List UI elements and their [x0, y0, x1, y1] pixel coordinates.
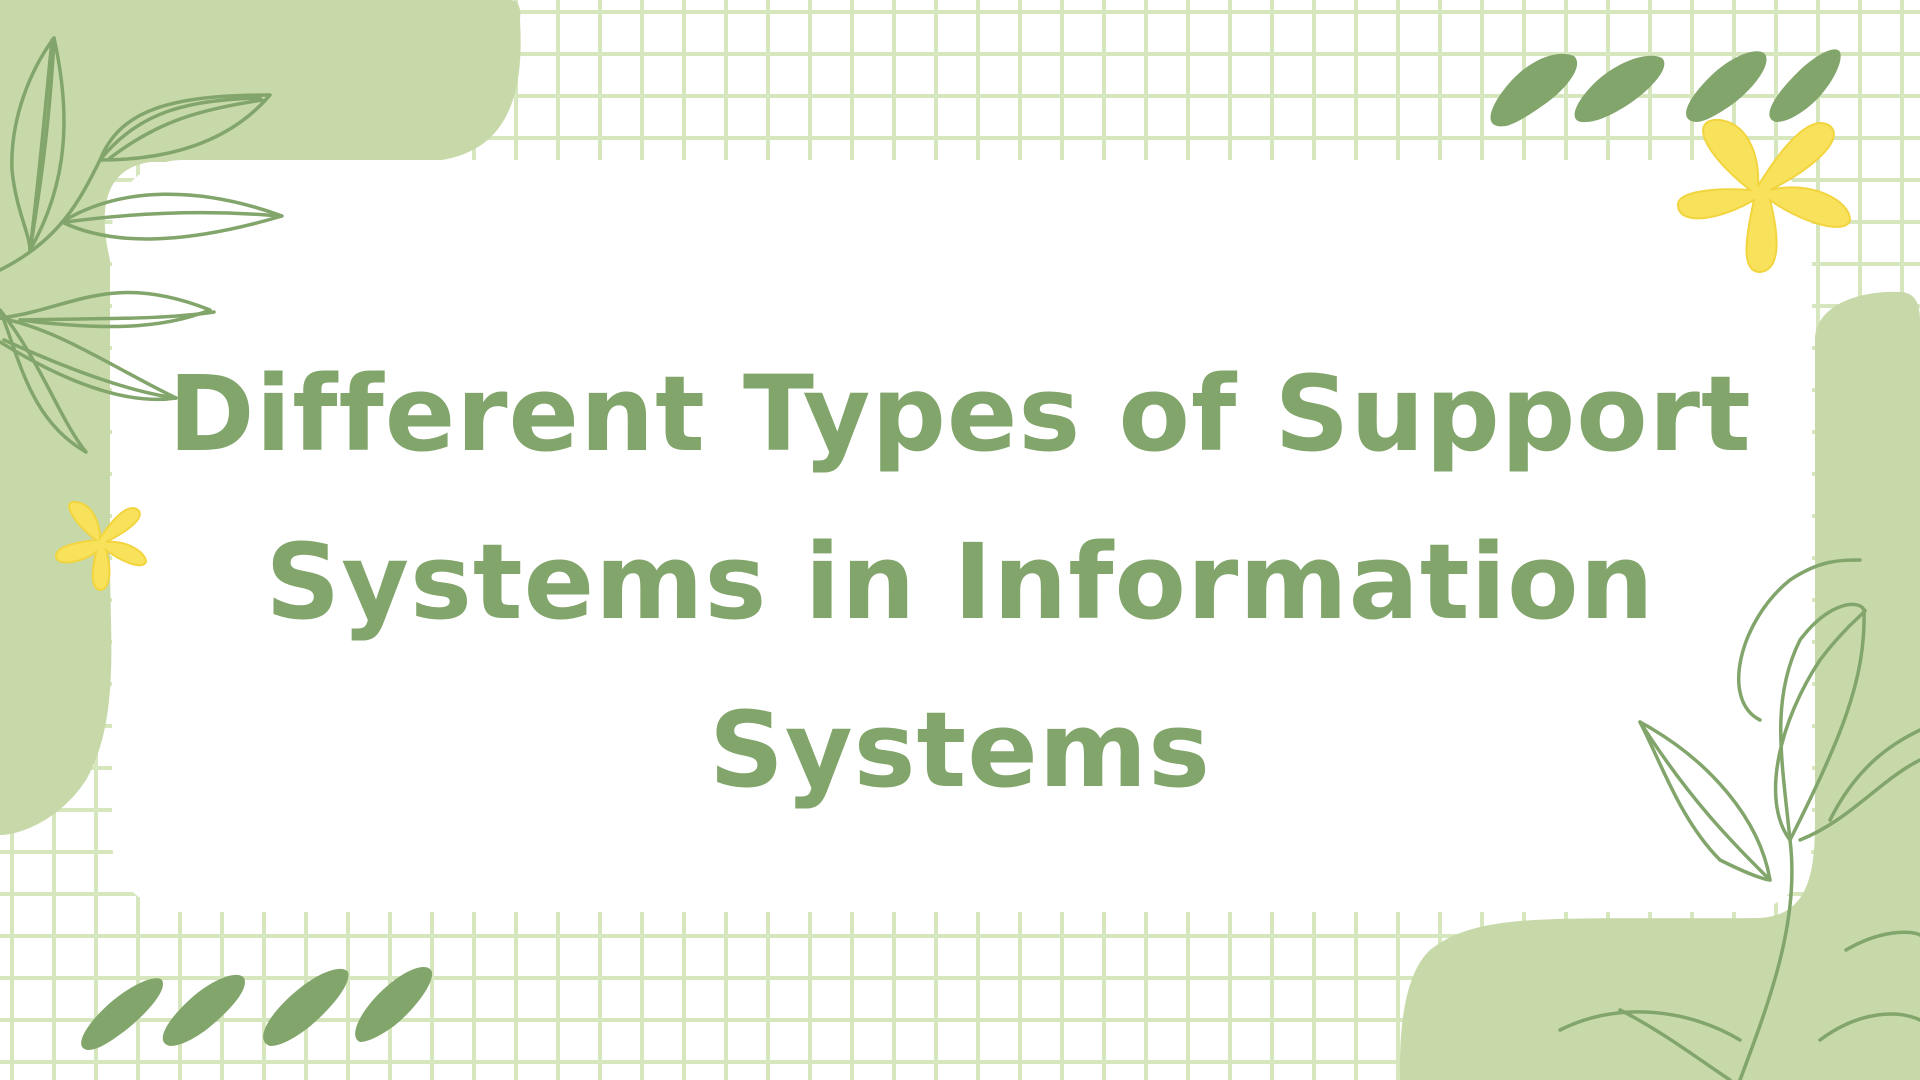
leaf-filled-icon: [1490, 49, 1841, 127]
flower-icon: [54, 500, 148, 592]
leaf-outline-icon: [1558, 558, 1920, 1080]
bottom-right-blob: [1399, 291, 1920, 1080]
leaf-filled-icon: [81, 967, 433, 1050]
leaf-outline-icon: [0, 36, 284, 454]
content-card: [112, 160, 1812, 912]
flower-icon: [1677, 118, 1852, 274]
slide-title: Different Types of Support Systems in In…: [168, 353, 1752, 811]
